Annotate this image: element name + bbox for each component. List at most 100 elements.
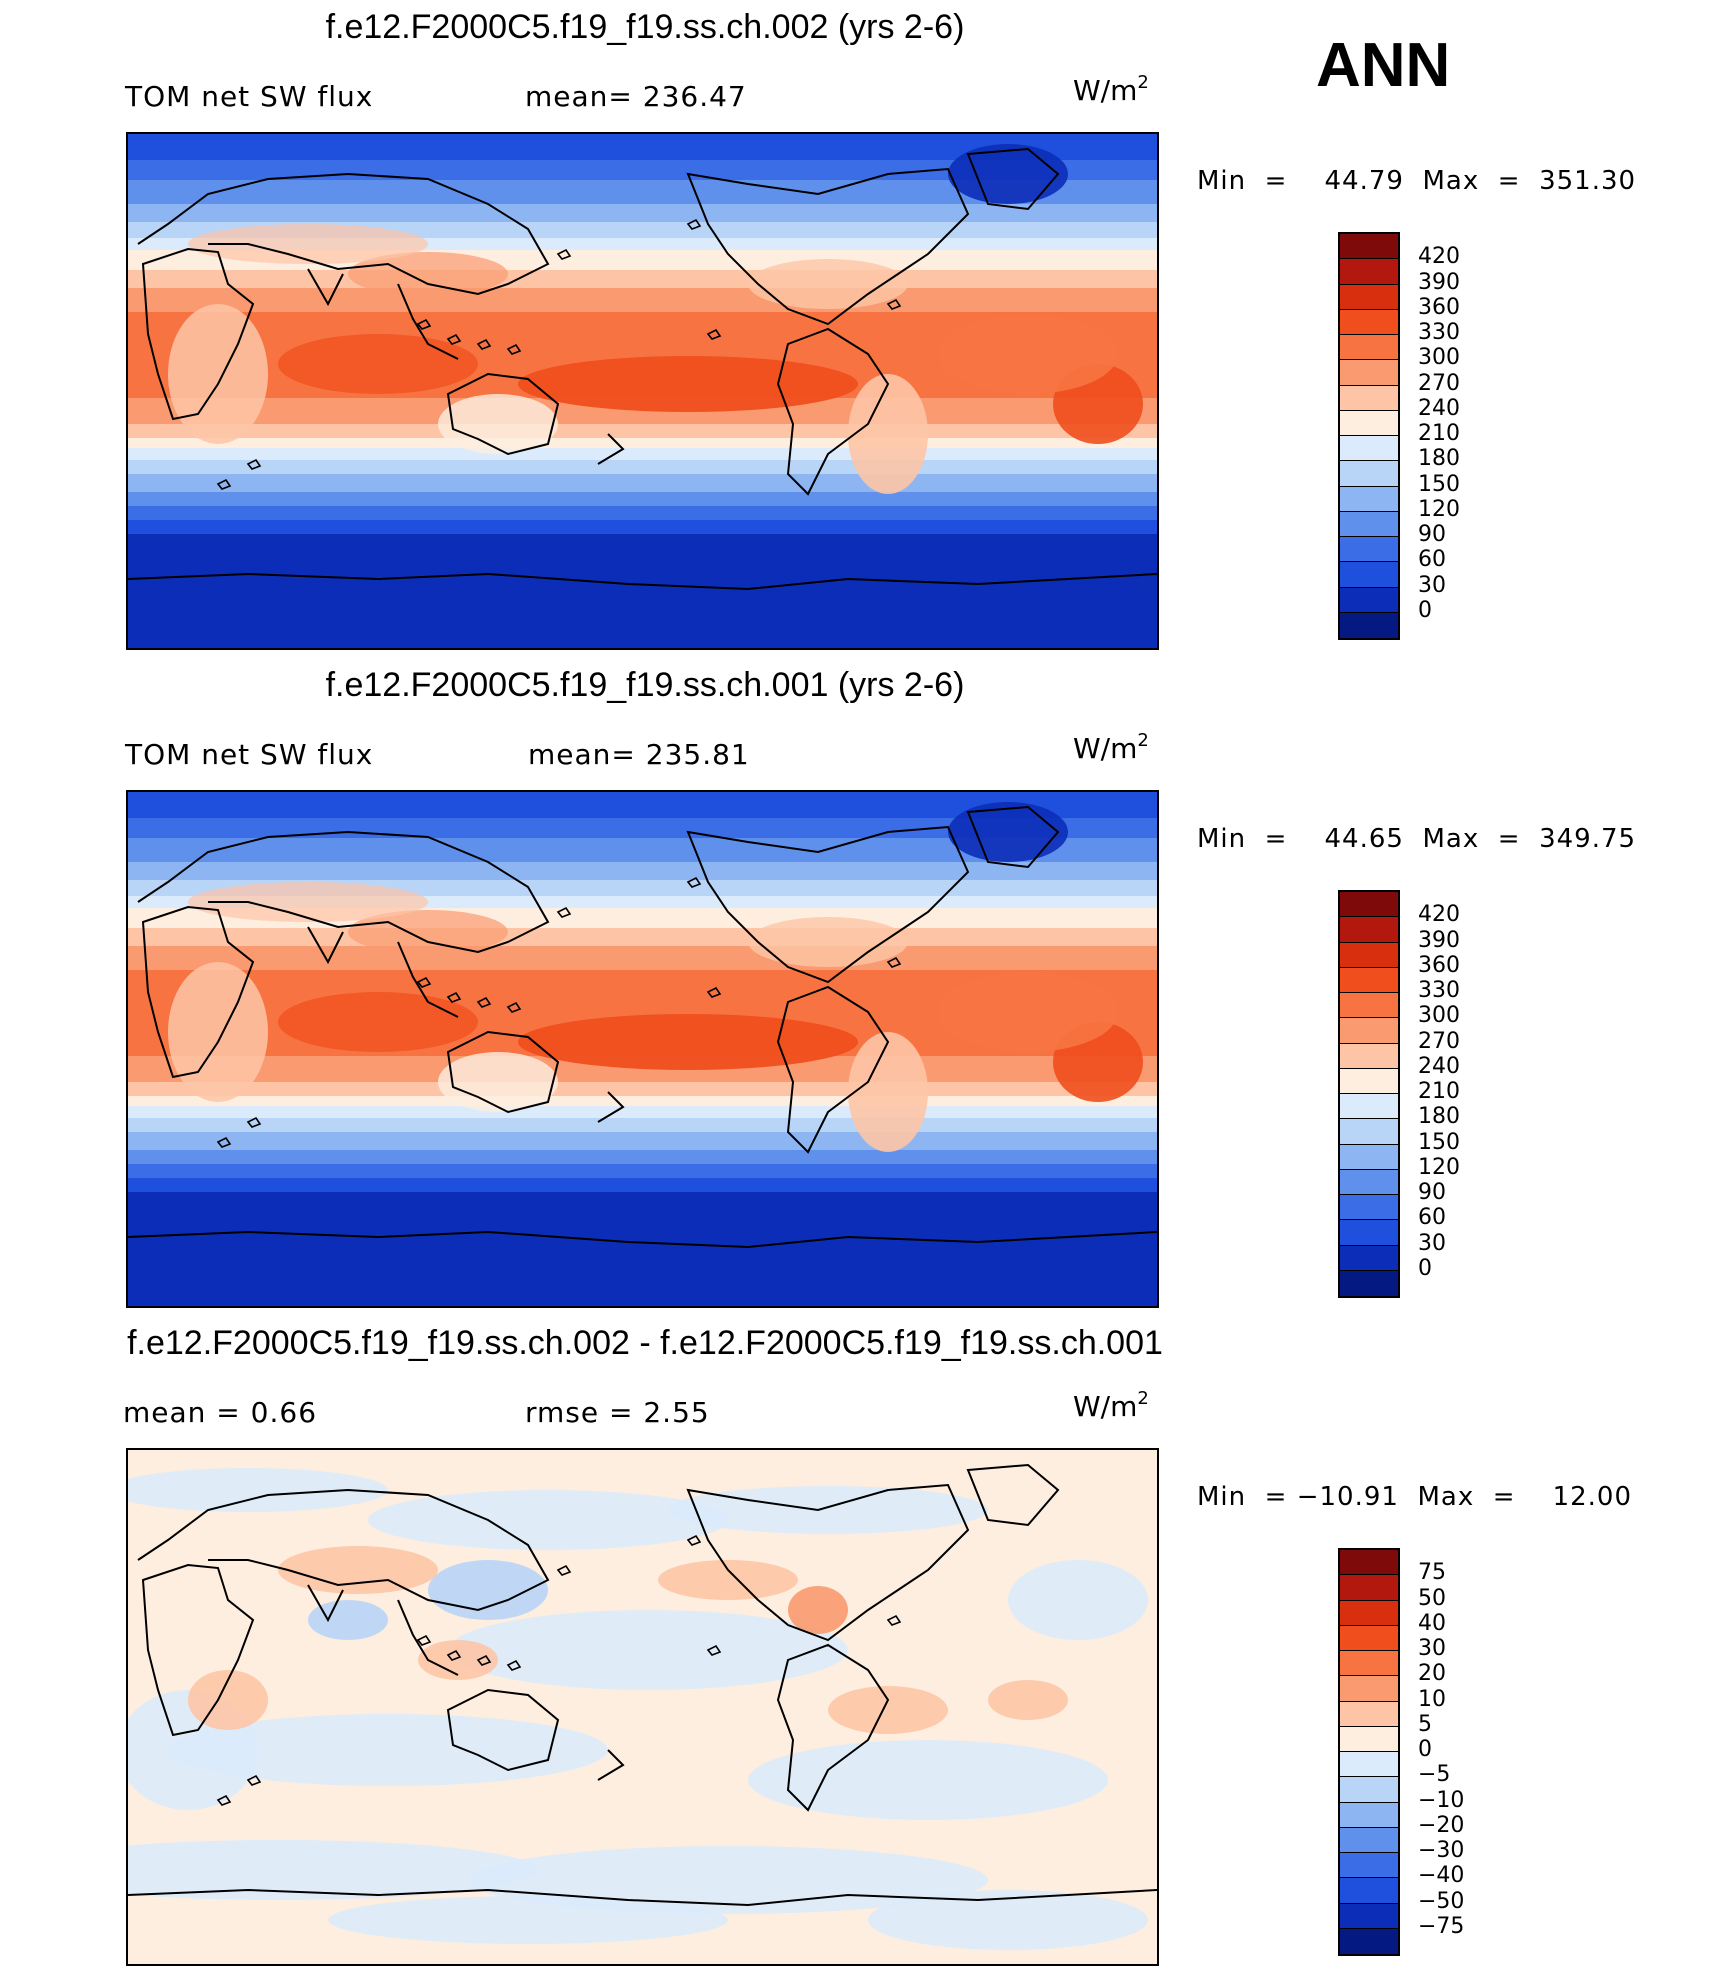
colorbar-box: [1340, 942, 1398, 968]
panel-1-mean-label: mean= 236.47: [525, 80, 747, 113]
panel-1-units: W/m2: [1073, 72, 1149, 107]
panel-1-map-field: [128, 134, 1157, 648]
colorbar-box: [1340, 1600, 1398, 1626]
colorbar-tick-label: 30: [1418, 1636, 1446, 1661]
colorbar-tick-label: 30: [1418, 1230, 1446, 1256]
panel-3-map-field: [128, 1450, 1157, 1964]
colorbar-tick-label: 210: [1418, 1079, 1460, 1104]
colorbar-box: [1340, 993, 1398, 1019]
colorbar-tick-label: 420: [1418, 244, 1460, 270]
panel-2-colorbar-labels: 420 390 360 330 300 270 240 210 180 150 120 90 60 30 0: [1410, 890, 1490, 1298]
colorbar-tick-label: 180: [1418, 1104, 1460, 1130]
colorbar-tick-label: −10: [1418, 1787, 1465, 1813]
panel-3-rmse-label: rmse = 2.55: [525, 1396, 710, 1429]
colorbar-box: [1340, 537, 1398, 563]
colorbar-box: [1340, 587, 1398, 613]
colorbar-tick-label: 150: [1418, 471, 1460, 497]
colorbar-tick-label: 390: [1418, 927, 1460, 953]
colorbar-tick-label: −50: [1418, 1888, 1465, 1914]
colorbar-box: [1340, 1802, 1398, 1828]
colorbar-box: [1340, 410, 1398, 436]
colorbar-box: [1340, 461, 1398, 487]
colorbar-tick-label: 0: [1418, 1255, 1432, 1281]
panel-1-map: [126, 132, 1159, 650]
colorbar-box: [1340, 436, 1398, 462]
colorbar-box: [1340, 1144, 1398, 1170]
colorbar-tick-label: 420: [1418, 902, 1460, 928]
panel-2-mean-label: mean= 235.81: [528, 738, 750, 771]
panel-3-map: [126, 1448, 1159, 1966]
colorbar-box: [1340, 1752, 1398, 1778]
colorbar-tick-label: 360: [1418, 952, 1460, 978]
colorbar-tick-label: 20: [1418, 1661, 1446, 1687]
colorbar-box: [1340, 1018, 1398, 1044]
colorbar-tick-label: 240: [1418, 395, 1460, 421]
colorbar-box: [1340, 612, 1398, 638]
colorbar-box: [1340, 1625, 1398, 1651]
colorbar-box: [1340, 360, 1398, 386]
panel-3-title: f.e12.F2000C5.f19_f19.ss.ch.002 - f.e12.…: [127, 1324, 1163, 1362]
colorbar-tick-label: 330: [1418, 978, 1460, 1003]
colorbar-box: [1340, 1550, 1398, 1576]
colorbar-box: [1340, 1878, 1398, 1904]
panel-3-units: W/m2: [1073, 1388, 1149, 1423]
colorbar-tick-label: 270: [1418, 1028, 1460, 1054]
colorbar-box: [1340, 486, 1398, 512]
colorbar-tick-label: 180: [1418, 446, 1460, 472]
colorbar-tick-label: 330: [1418, 320, 1460, 345]
colorbar-tick-label: 40: [1418, 1610, 1446, 1636]
colorbar-tick-label: 120: [1418, 496, 1460, 522]
panel-2-map-field: [128, 792, 1157, 1306]
colorbar-box: [1340, 1068, 1398, 1094]
colorbar-box: [1340, 1651, 1398, 1677]
panel-1-variable-label: TOM net SW flux: [125, 80, 374, 113]
colorbar-tick-label: 270: [1418, 370, 1460, 396]
colorbar-box: [1340, 1676, 1398, 1702]
season-label: ANN: [1316, 31, 1451, 100]
colorbar-tick-label: 150: [1418, 1129, 1460, 1155]
panel-3-mean-label: mean = 0.66: [123, 1396, 318, 1429]
colorbar-box: [1340, 309, 1398, 335]
colorbar-tick-label: 390: [1418, 269, 1460, 295]
colorbar-tick-label: 90: [1418, 1180, 1446, 1205]
colorbar-box: [1340, 511, 1398, 537]
colorbar-tick-label: 240: [1418, 1053, 1460, 1079]
colorbar-tick-label: −75: [1418, 1913, 1465, 1939]
colorbar-box: [1340, 1220, 1398, 1246]
colorbar-box: [1340, 1928, 1398, 1954]
colorbar-tick-label: 0: [1418, 1737, 1432, 1762]
colorbar-tick-label: 360: [1418, 294, 1460, 320]
colorbar-box: [1340, 1169, 1398, 1195]
panel-1-title: f.e12.F2000C5.f19_f19.ss.ch.002 (yrs 2-6…: [325, 8, 965, 46]
colorbar-tick-label: 90: [1418, 522, 1446, 547]
colorbar-tick-label: 60: [1418, 547, 1446, 573]
colorbar-tick-label: 10: [1418, 1686, 1446, 1712]
colorbar-tick-label: 50: [1418, 1585, 1446, 1611]
colorbar-box: [1340, 1853, 1398, 1879]
colorbar-box: [1340, 1575, 1398, 1601]
panel-3-min-max: Min = −10.91 Max = 12.00: [1197, 1482, 1633, 1512]
colorbar-box: [1340, 1270, 1398, 1296]
panel-1-colorbar-labels: 420 390 360 330 300 270 240 210 180 150 120 90 60 30 0: [1410, 232, 1490, 640]
colorbar-box: [1340, 1195, 1398, 1221]
colorbar-tick-label: −30: [1418, 1838, 1465, 1863]
colorbar-box: [1340, 917, 1398, 943]
colorbar-tick-label: −20: [1418, 1812, 1465, 1838]
colorbar-box: [1340, 562, 1398, 588]
colorbar-tick-label: 300: [1418, 1003, 1460, 1029]
colorbar-box: [1340, 1903, 1398, 1929]
colorbar-box: [1340, 892, 1398, 918]
panel-2-units: W/m2: [1073, 730, 1149, 765]
colorbar-tick-label: −40: [1418, 1863, 1465, 1889]
colorbar-box: [1340, 1777, 1398, 1803]
colorbar-box: [1340, 335, 1398, 361]
panel-1-min-max: Min = 44.79 Max = 351.30: [1197, 166, 1637, 196]
colorbar-box: [1340, 1094, 1398, 1120]
panel-2-min-max: Min = 44.65 Max = 349.75: [1197, 824, 1637, 854]
panel-3-colorbar: [1338, 1548, 1400, 1956]
colorbar-box: [1340, 259, 1398, 285]
colorbar-tick-label: 60: [1418, 1205, 1446, 1231]
colorbar-box: [1340, 1701, 1398, 1727]
colorbar-tick-label: 0: [1418, 597, 1432, 623]
colorbar-box: [1340, 967, 1398, 993]
